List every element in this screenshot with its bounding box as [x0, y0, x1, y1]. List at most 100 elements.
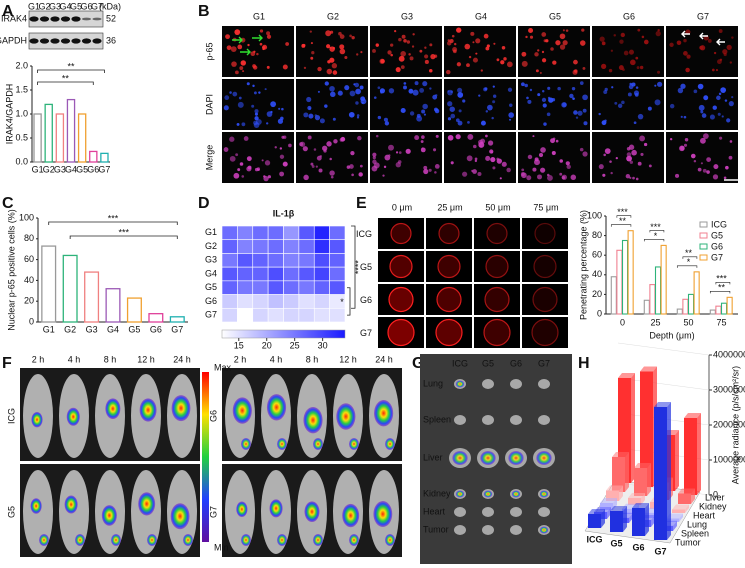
cell	[398, 37, 402, 42]
cell	[573, 69, 578, 73]
cell	[669, 42, 674, 47]
bar	[634, 468, 647, 496]
bar	[627, 230, 634, 315]
bar-top	[654, 402, 671, 407]
organ-label: Tumor	[423, 524, 449, 534]
arrow	[232, 36, 243, 44]
cell	[500, 60, 505, 65]
spheroid-image	[522, 317, 568, 348]
cell	[628, 144, 635, 150]
cell	[434, 164, 440, 169]
cell	[317, 90, 320, 93]
cell	[537, 93, 541, 97]
cell	[468, 55, 472, 59]
organ	[538, 379, 550, 389]
cell	[716, 95, 721, 101]
significance-label: *	[687, 257, 691, 267]
cell	[669, 137, 673, 141]
signal	[452, 451, 468, 465]
cell	[350, 150, 355, 156]
heatmap-cell	[329, 307, 346, 323]
cell	[575, 116, 579, 119]
signal	[374, 400, 394, 427]
cell	[572, 97, 575, 100]
cell	[241, 175, 245, 178]
cell	[231, 61, 237, 67]
cell	[676, 40, 682, 46]
cell	[473, 144, 477, 149]
micrograph	[518, 79, 590, 130]
x-tick-label: G1	[32, 164, 44, 174]
cell	[680, 145, 685, 151]
cell	[577, 110, 583, 116]
blot-band	[71, 16, 81, 22]
signal	[508, 451, 524, 465]
bar	[693, 271, 700, 315]
cell	[450, 113, 456, 119]
x-tick-label: G3	[86, 324, 98, 334]
cell	[383, 165, 387, 169]
heatmap-cell	[283, 266, 300, 282]
heatmap-cell	[267, 307, 284, 323]
scale-max: Max	[214, 362, 232, 372]
cell	[534, 52, 539, 57]
heatmap-cell	[237, 253, 254, 268]
cell	[654, 84, 657, 87]
signal	[170, 503, 190, 530]
heatmap-cell	[283, 280, 300, 295]
spheroid	[436, 286, 462, 313]
organ-label: Lung	[423, 378, 443, 388]
signal	[349, 534, 359, 546]
spheroid	[437, 254, 461, 279]
series-label: Liver	[705, 492, 725, 502]
cell	[490, 150, 494, 154]
y-tick-label: 2.0	[15, 60, 28, 70]
cell	[388, 144, 394, 151]
x-tick-label: G1	[43, 324, 55, 334]
cell	[723, 176, 727, 180]
cell	[452, 46, 458, 53]
heatmap-cell	[298, 294, 315, 309]
spheroid	[531, 318, 559, 347]
blot-band	[29, 16, 39, 22]
cell	[603, 90, 608, 95]
cell	[282, 161, 288, 167]
legend-swatch	[699, 254, 708, 261]
cell	[419, 87, 425, 93]
cell	[598, 112, 601, 116]
bar	[649, 284, 656, 315]
cell	[633, 121, 637, 125]
row-label: G4	[205, 268, 217, 278]
cell	[250, 51, 256, 57]
cell	[340, 136, 346, 142]
cell	[380, 58, 385, 64]
z-tick-label: 2000000	[713, 419, 745, 429]
significance-label: **	[619, 216, 627, 226]
cell	[375, 43, 379, 47]
cell	[720, 87, 727, 93]
cell	[535, 69, 539, 73]
cell	[492, 166, 496, 170]
cell	[622, 68, 625, 71]
cell	[603, 153, 606, 157]
cell	[409, 111, 415, 116]
cell	[684, 137, 689, 142]
cell	[709, 114, 715, 120]
y-tick-label: 20	[24, 296, 34, 306]
cell	[281, 107, 284, 111]
cell	[573, 110, 578, 115]
time-label: 4 h	[270, 354, 283, 364]
organ	[538, 415, 550, 425]
band-label: IRAK4	[1, 13, 27, 23]
micrograph	[370, 132, 442, 183]
cell	[654, 99, 661, 106]
cell	[559, 33, 566, 40]
cell	[621, 100, 625, 105]
cell	[329, 170, 335, 176]
cell	[582, 108, 587, 113]
bar	[100, 152, 109, 163]
signal	[66, 407, 80, 426]
cell	[262, 47, 265, 51]
channel-label: p-65	[204, 42, 214, 60]
cell	[582, 151, 588, 157]
